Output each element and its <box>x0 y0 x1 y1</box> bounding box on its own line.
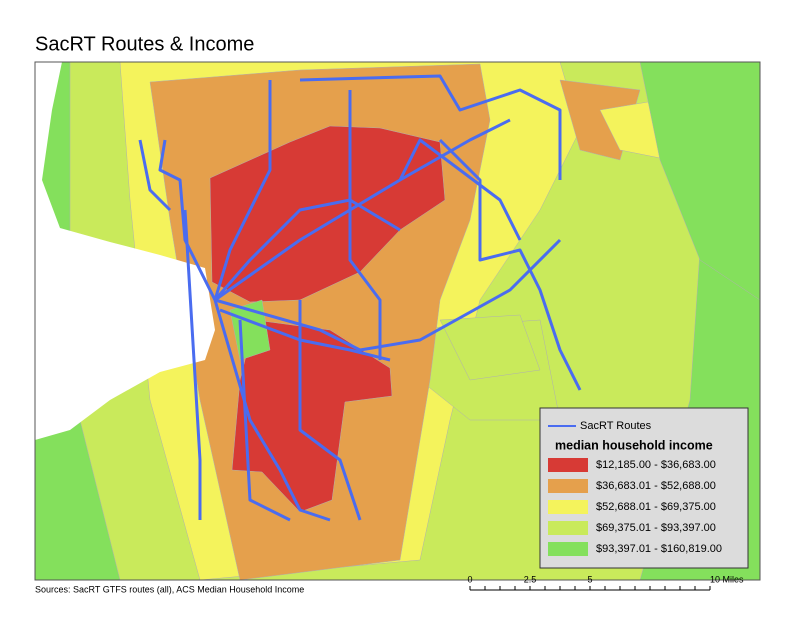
route-line <box>213 80 331 522</box>
route-line <box>214 238 562 352</box>
legend-label: $93,397.01 - $160,819.00 <box>596 543 722 555</box>
income-region <box>639 62 760 301</box>
route-line <box>238 319 291 522</box>
legend: SacRT Routes median household income $12… <box>539 407 749 569</box>
income-region <box>439 314 541 381</box>
scale-label: 5 <box>587 574 592 584</box>
source-note: Sources: SacRT GTFS routes (all), ACS Me… <box>35 584 304 594</box>
legend-swatch <box>548 521 588 535</box>
route-line <box>298 300 362 521</box>
legend-swatch <box>548 479 588 493</box>
legend-label: $12,185.00 - $36,683.00 <box>596 459 716 471</box>
scale-label: 0 <box>467 574 472 584</box>
route-line <box>398 138 522 241</box>
map-title: SacRT Routes & Income <box>35 33 254 55</box>
water <box>35 62 215 440</box>
map-frame <box>34 61 761 581</box>
legend-swatch <box>548 542 588 556</box>
route-line <box>158 139 217 301</box>
route-line <box>438 138 582 391</box>
scale-label: 2.5 <box>524 574 537 584</box>
route-line <box>138 139 172 212</box>
route-line <box>183 209 202 520</box>
route-line <box>348 90 382 360</box>
legend-label: $36,683.01 - $52,688.00 <box>596 480 716 492</box>
route-line <box>299 74 562 180</box>
routes <box>138 74 582 522</box>
legend-swatch <box>548 458 588 472</box>
legend-heading: median household income <box>555 438 713 452</box>
route-line <box>219 308 391 362</box>
legend-swatch <box>548 500 588 514</box>
scale-label: 10 Miles <box>710 574 744 584</box>
route-line <box>213 198 401 301</box>
legend-route-label: SacRT Routes <box>580 420 652 432</box>
scale-bar: 0 2.5 5 10 Miles <box>467 574 744 591</box>
legend-label: $69,375.01 - $93,397.00 <box>596 522 716 534</box>
legend-label: $52,688.01 - $69,375.00 <box>596 501 716 513</box>
